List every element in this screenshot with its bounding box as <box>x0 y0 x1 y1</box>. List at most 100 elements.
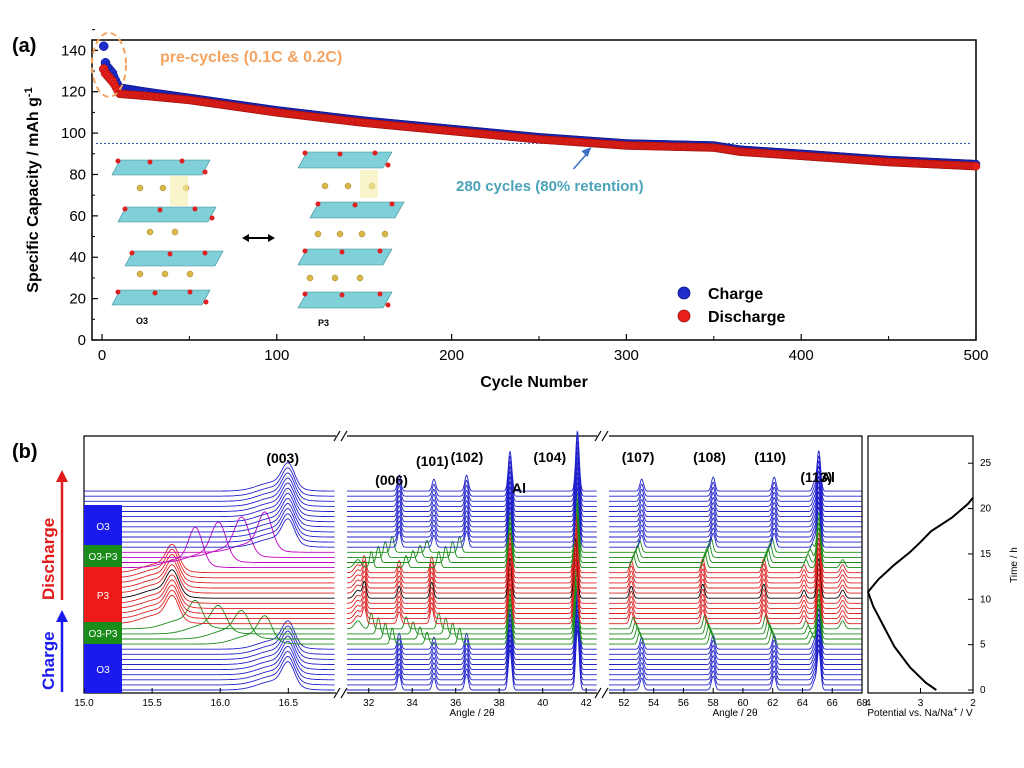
xrd-trace-subpanel2 <box>347 492 597 553</box>
xrd-trace-subpanel1 <box>84 589 335 620</box>
xrd-trace-subpanel3 <box>609 558 862 599</box>
discharge-label: Discharge <box>39 518 58 600</box>
xrd-trace-subpanel1 <box>84 467 335 497</box>
xrd-trace-subpanel1 <box>84 620 335 650</box>
xrd-trace-subpanel3 <box>609 583 862 625</box>
peak-label: (107) <box>622 449 655 465</box>
xrd-trace-subpanel3 <box>609 527 862 569</box>
panel-b-xtick-label: 15.5 <box>142 698 162 709</box>
panel-a-xtick-label: 500 <box>963 347 988 364</box>
peak-label: (110) <box>754 449 786 465</box>
xrd-trace-subpanel3 <box>609 450 862 492</box>
xrd-trace-subpanel2 <box>347 475 597 538</box>
potential-ytick-label: 15 <box>980 549 992 560</box>
phase-label-o3p3-bottom: O3-P3 <box>89 629 118 640</box>
peak-label: Al <box>821 469 835 485</box>
potential-xlabel-unit: / V <box>958 708 973 719</box>
capacity-point-discharge <box>971 161 981 171</box>
xrd-trace-subpanel2 <box>347 608 597 671</box>
xrd-trace-subpanel1 <box>84 543 335 574</box>
panel-b-xticks: 15.0 15.5 16.0 16.5 32 34 36 38 40 42 52 54 56 58 60 62… <box>74 688 868 709</box>
panel-b-xlabel-mid: Angle / 2θ <box>449 708 494 719</box>
panel-a-ytick-label: 40 <box>69 249 86 266</box>
xrd-trace-subpanel1 <box>84 487 335 518</box>
xrd-trace-subpanel3 <box>609 532 862 574</box>
xrd-trace-subpanel3 <box>609 548 862 589</box>
panel-a-ytick-label: 140 <box>61 42 86 59</box>
panel-a-xticks: 0 100 200 300 400 500 <box>98 334 989 364</box>
xrd-trace-subpanel1 <box>84 511 335 553</box>
potential-xtick-label: 4 <box>865 698 871 709</box>
xrd-trace-subpanel2 <box>347 440 597 502</box>
legend-charge-label: Charge <box>708 286 763 303</box>
xrd-trace-subpanel3 <box>609 522 862 563</box>
xrd-trace-subpanel2 <box>347 435 597 497</box>
panel-b-xtick-label: 54 <box>648 698 660 709</box>
xrd-trace-subpanel2 <box>346 542 597 604</box>
panel-a-ytick-label: 20 <box>69 291 86 308</box>
xrd-trace-subpanel1 <box>84 656 335 686</box>
panel-a-label: (a) <box>12 35 36 57</box>
xrd-trace-subpanel2 <box>347 455 597 518</box>
xrd-trace-subpanel2 <box>346 552 597 614</box>
potential-ylabel: Time / h <box>1009 547 1020 583</box>
phase-bar: O3 O3-P3 P3 O3-P3 O3 <box>84 505 122 693</box>
panel-b-xtick-label: 52 <box>618 698 630 709</box>
phase-label-o3-bottom: O3 <box>96 665 110 676</box>
peak-labels: (003) (006) (101) (102) Al (104) (107) (108) (11… <box>266 449 835 496</box>
panel-a-ylabel-text: Specific Capacity / mAh g <box>25 97 42 293</box>
xrd-trace-subpanel3 <box>609 475 862 518</box>
panel-b-xtick-label: 68 <box>856 698 868 709</box>
xrd-trace-subpanel2 <box>347 588 597 650</box>
xrd-trace-subpanel2 <box>347 430 597 492</box>
o3-structure-illustration: O3 <box>111 158 224 326</box>
xrd-trace-subpanel1 <box>84 574 335 604</box>
panel-b-xtick-label: 64 <box>797 698 809 709</box>
legend-discharge-marker <box>677 309 691 323</box>
xrd-trace-subpanel1 <box>84 521 335 563</box>
xrd-trace-subpanel2 <box>347 628 597 691</box>
xrd-trace-subpanel3 <box>609 506 862 548</box>
xrd-trace-subpanel2 <box>347 465 597 528</box>
discharge-arrow: Discharge <box>39 470 68 600</box>
potential-xtick-label: 2 <box>970 698 976 709</box>
xrd-trace-subpanel1 <box>84 594 335 625</box>
xrd-trace-subpanel1 <box>84 554 335 584</box>
xrd-trace-subpanel3 <box>609 543 862 584</box>
panel-b-xtick-label: 42 <box>581 698 593 709</box>
phase-block-o3p3-bottom <box>84 622 122 644</box>
xrd-trace-subpanel2 <box>346 537 597 599</box>
xrd-trace-subpanel2 <box>347 623 597 686</box>
potential-xlabel-sup: + <box>953 705 958 714</box>
xrd-trace-subpanel2 <box>347 481 597 543</box>
xrd-trace-subpanel2 <box>347 593 597 655</box>
xrd-trace-subpanel3 <box>609 568 862 609</box>
xrd-trace-subpanel3 <box>609 628 862 671</box>
xrd-trace-subpanel2 <box>347 460 597 523</box>
xrd-trace-subpanel1 <box>84 518 335 548</box>
xrd-trace-subpanel3 <box>609 588 862 630</box>
xrd-trace-subpanel3 <box>609 608 862 650</box>
xrd-trace-subpanel1 <box>84 526 335 569</box>
peak-label: (102) <box>451 449 484 465</box>
xrd-trace-subpanel2 <box>346 516 597 579</box>
peak-label: (006) <box>375 472 408 488</box>
xrd-trace-subpanel3 <box>609 481 862 523</box>
xrd-trace-subpanel3 <box>609 486 862 528</box>
xrd-trace-subpanel1 <box>84 605 335 635</box>
double-arrow <box>242 234 275 242</box>
panel-a-ylabel-sup: -1 <box>23 87 35 97</box>
xrd-trace-subpanel2 <box>347 574 597 635</box>
xrd-trace-subpanel1 <box>84 503 335 533</box>
potential-ytick-label: 25 <box>980 458 992 469</box>
legend-discharge-label: Discharge <box>708 309 785 326</box>
panel-a-xtick-label: 100 <box>264 347 289 364</box>
xrd-trace-subpanel3 <box>609 649 862 691</box>
xrd-trace-subpanel3 <box>609 470 862 512</box>
panel-a-xtick-label: 300 <box>614 347 639 364</box>
xrd-trace-subpanel1 <box>84 645 335 676</box>
o3-structure-label: O3 <box>136 316 148 326</box>
xrd-trace-subpanel2 <box>346 531 597 594</box>
panel-a-ytick-label: 120 <box>61 84 86 101</box>
panel-b-label: (b) <box>12 441 38 463</box>
